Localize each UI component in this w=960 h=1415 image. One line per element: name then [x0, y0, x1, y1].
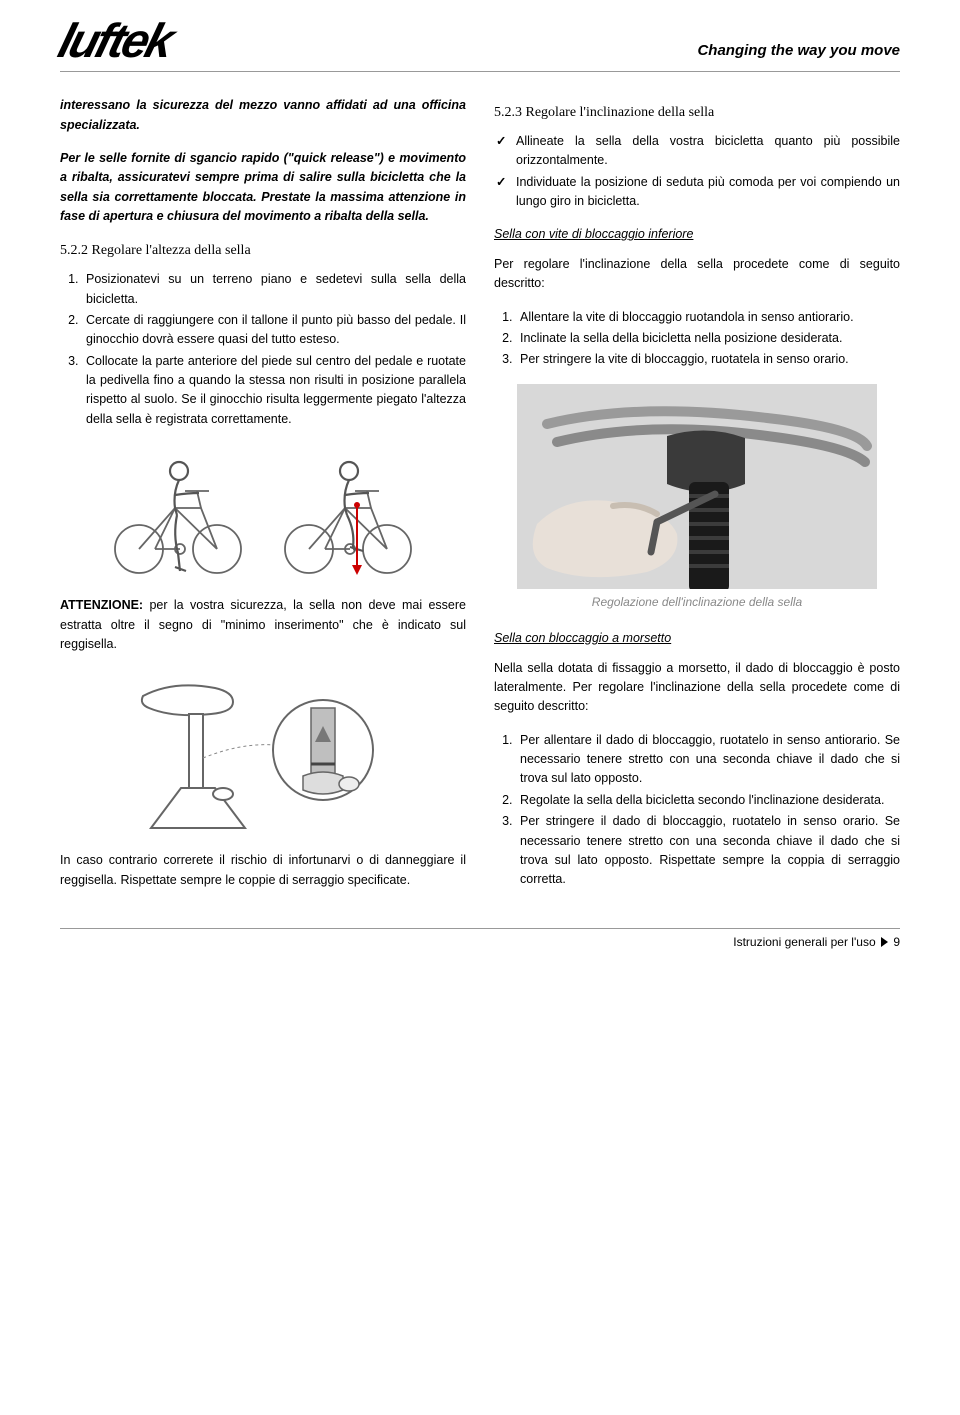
list-item: Allentare la vite di bloccaggio ruotando… [516, 308, 900, 327]
intro-para: Per le selle fornite di sgancio rapido (… [60, 149, 466, 227]
cyclist-heel-icon [103, 443, 253, 578]
footer-page: 9 [893, 935, 900, 949]
tagline: Changing the way you move [697, 42, 900, 63]
check-item: Allineate la sella della vostra biciclet… [494, 132, 900, 171]
tilt-figure-caption: Regolazione dell'inclinazione della sell… [592, 593, 802, 612]
list-item: Regolate la sella della bicicletta secon… [516, 791, 900, 810]
page-header: luftek Changing the way you move [60, 20, 900, 72]
subhead-morsetto: Sella con bloccaggio a morsetto [494, 629, 900, 648]
check-list: Allineate la sella della vostra biciclet… [494, 132, 900, 212]
page-footer: Istruzioni generali per l'uso 9 [60, 928, 900, 949]
warning-label: ATTENZIONE: [60, 598, 143, 612]
tilt-figure: Regolazione dell'inclinazione della sell… [494, 384, 900, 612]
warning-para: ATTENZIONE: per la vostra sicurezza, la … [60, 596, 466, 654]
list-item: Cercate di raggiungere con il tallone il… [82, 311, 466, 350]
left-column: interessano la sicurezza del mezzo vanno… [60, 96, 466, 904]
list-item: Collocate la parte anteriore del piede s… [82, 352, 466, 430]
sub1-list: Allentare la vite di bloccaggio ruotando… [494, 308, 900, 370]
cyclist-figure [60, 443, 466, 578]
section-522-title: 5.2.2 Regolare l'altezza della sella [60, 240, 466, 262]
brand-logo: luftek [54, 20, 176, 63]
list-item: Per stringere il dado di bloccaggio, ruo… [516, 812, 900, 890]
cyclist-ball-icon [273, 443, 423, 578]
footer-arrow-icon [881, 937, 888, 947]
seatpost-min-insert-icon [133, 668, 393, 833]
right-column: 5.2.3 Regolare l'inclinazione della sell… [494, 96, 900, 904]
intro-bold: interessano la sicurezza del mezzo vanno… [60, 96, 466, 135]
list-item: Per allentare il dado di bloccaggio, ruo… [516, 731, 900, 789]
warning-after: In caso contrario correrete il rischio d… [60, 851, 466, 890]
sub1-intro: Per regolare l'inclinazione della sella … [494, 255, 900, 294]
section-523-title: 5.2.3 Regolare l'inclinazione della sell… [494, 102, 900, 124]
list-item: Per stringere la vite di bloccaggio, ruo… [516, 350, 900, 369]
tilt-adjust-photo [517, 384, 877, 589]
subhead-vite: Sella con vite di bloccaggio inferiore [494, 225, 900, 244]
sub2-list: Per allentare il dado di bloccaggio, ruo… [494, 731, 900, 890]
list-item: Inclinate la sella della bicicletta nell… [516, 329, 900, 348]
list-item: Posizionatevi su un terreno piano e sede… [82, 270, 466, 309]
sub2-intro: Nella sella dotata di fissaggio a morset… [494, 659, 900, 717]
footer-text: Istruzioni generali per l'uso [733, 935, 875, 949]
content-columns: interessano la sicurezza del mezzo vanno… [60, 96, 900, 904]
section-522-list: Posizionatevi su un terreno piano e sede… [60, 270, 466, 429]
seatpost-figure [60, 668, 466, 833]
check-item: Individuate la posizione di seduta più c… [494, 173, 900, 212]
